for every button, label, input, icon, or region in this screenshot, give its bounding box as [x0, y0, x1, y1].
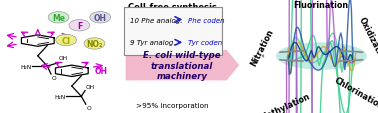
Text: F: F [77, 22, 82, 30]
Text: Chlorination: Chlorination [333, 76, 378, 111]
Ellipse shape [69, 20, 90, 32]
FancyArrowPatch shape [125, 50, 239, 81]
Text: O: O [52, 75, 56, 80]
Ellipse shape [90, 12, 110, 24]
Text: NO₂: NO₂ [86, 40, 103, 48]
Ellipse shape [56, 35, 76, 46]
Text: OH: OH [59, 56, 68, 61]
Text: OH: OH [94, 14, 107, 22]
Text: 10 Phe analog.: 10 Phe analog. [130, 17, 183, 23]
FancyBboxPatch shape [124, 8, 222, 55]
Ellipse shape [84, 38, 105, 50]
Text: Phe coden: Phe coden [188, 17, 225, 23]
Text: >95% incorporation: >95% incorporation [136, 102, 208, 108]
Text: OH: OH [86, 85, 95, 90]
Text: Tyr coden: Tyr coden [188, 40, 222, 46]
Text: E. coli wild-type
translational
machinery: E. coli wild-type translational machiner… [143, 51, 221, 80]
Text: Nitration: Nitration [249, 28, 276, 67]
Text: H₂N: H₂N [54, 94, 65, 99]
Ellipse shape [276, 43, 367, 70]
Text: Fluorination: Fluorination [294, 1, 349, 9]
Text: OH: OH [94, 67, 107, 76]
Text: Methylation: Methylation [259, 91, 312, 113]
Text: Cell-free synthesis: Cell-free synthesis [127, 3, 217, 12]
Ellipse shape [48, 12, 69, 24]
Text: Me: Me [52, 14, 65, 22]
Text: O: O [87, 105, 91, 110]
Text: Oxidization: Oxidization [357, 16, 378, 65]
Text: 9 Tyr analog.: 9 Tyr analog. [130, 40, 176, 46]
Text: Cl: Cl [62, 36, 71, 45]
Text: H₂N: H₂N [20, 64, 31, 69]
